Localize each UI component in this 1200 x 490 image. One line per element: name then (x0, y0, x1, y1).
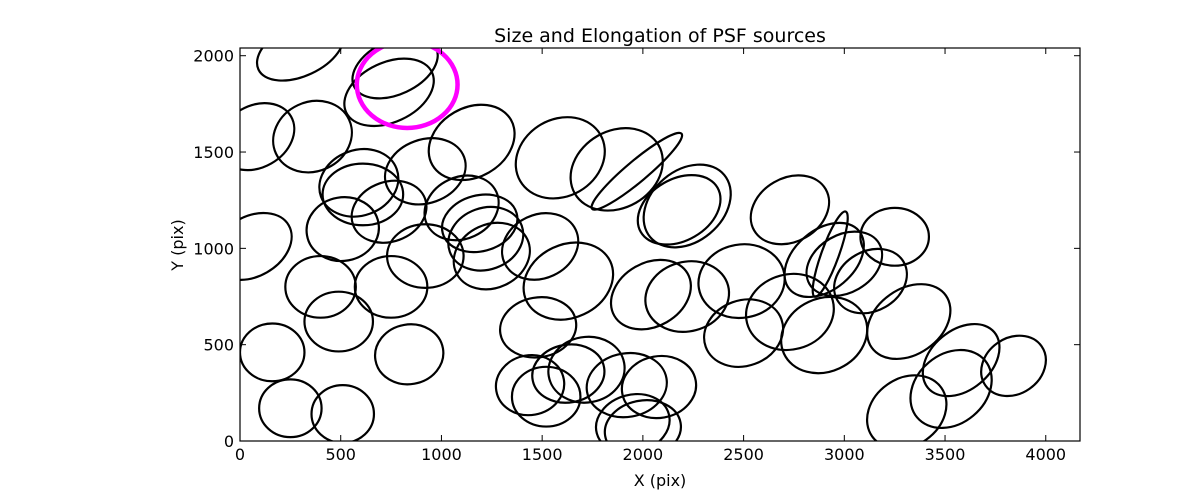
psf-source-ellipse (500, 212, 580, 281)
psf-source-ellipse (866, 283, 952, 361)
psf-source-ellipse (833, 247, 908, 315)
x-tick-label: 1500 (522, 445, 563, 464)
psf-source-ellipse (805, 230, 884, 297)
psf-source-ellipse (811, 210, 849, 298)
psf-source-ellipse (590, 131, 684, 211)
x-tick-label: 3000 (824, 445, 865, 464)
psf-source-ellipse (594, 393, 671, 441)
x-tick-label: 0 (235, 445, 245, 464)
psf-source-ellipse (780, 295, 869, 375)
psf-source-ellipse (510, 365, 582, 428)
x-tick-label: 500 (325, 445, 356, 464)
x-tick-label: 3500 (925, 445, 966, 464)
y-tick-label: 0 (224, 432, 234, 451)
psf-source-ellipse (980, 334, 1047, 398)
psf-source-ellipse (514, 116, 606, 200)
psf-source-ellipse (383, 137, 467, 206)
psf-source-ellipse (494, 354, 566, 417)
psf-source-ellipse (859, 206, 931, 267)
psf-source-ellipse (440, 193, 519, 254)
psf-source-ellipse (310, 384, 376, 441)
psf-source-ellipse (697, 243, 786, 320)
psf-source-ellipse (284, 254, 357, 319)
x-tick-label: 2500 (723, 445, 764, 464)
psf-source-ellipse (447, 205, 525, 272)
psf-source-ellipse (865, 374, 948, 441)
psf-source-ellipse (744, 272, 835, 352)
psf-source-ellipse (240, 211, 293, 281)
psf-source-ellipse (343, 57, 435, 128)
psf-source-ellipse (636, 174, 722, 246)
psf-source-ellipse (240, 102, 296, 172)
psf-source-ellipse (452, 221, 531, 291)
psf-source-ellipse (609, 258, 692, 331)
plot-frame (239, 47, 1081, 442)
psf-source-ellipse (642, 163, 732, 249)
psf-source-ellipse (272, 99, 353, 174)
psf-source-ellipse (373, 323, 445, 386)
psf-source-ellipse (255, 48, 345, 82)
psf-source-ellipse (585, 351, 668, 419)
psf-source-ellipse (522, 241, 615, 321)
psf-source-ellipse (303, 290, 375, 353)
source-ellipses (240, 48, 1047, 441)
psf-source-ellipse (703, 298, 785, 368)
chart-title: Size and Elongation of PSF sources (494, 25, 826, 47)
y-axis-label: Y (pix) (168, 219, 187, 271)
psf-source-ellipse (305, 196, 380, 263)
psf-source-ellipse (353, 254, 429, 319)
highlight-layer (354, 48, 460, 131)
psf-source-ellipse (321, 162, 405, 227)
psf-source-ellipse (644, 260, 731, 333)
highlighted-source-circle (354, 48, 460, 131)
psf-source-ellipse (427, 103, 516, 182)
y-tick-label: 2000 (193, 47, 234, 66)
x-tick-label: 2000 (623, 445, 664, 464)
x-axis-label: X (pix) (634, 471, 687, 490)
psf-source-ellipse (258, 378, 323, 439)
psf-source-ellipse (318, 148, 400, 218)
y-tick-label: 1000 (193, 239, 234, 258)
psf-source-ellipse (921, 322, 1001, 398)
y-axis: 0 500 1000 1500 2000 (193, 47, 1080, 451)
y-tick-label: 1500 (193, 143, 234, 162)
psf-source-ellipse (498, 296, 578, 359)
psf-source-ellipse (569, 127, 664, 212)
x-tick-label: 4000 (1025, 445, 1066, 464)
psf-source-ellipse (603, 399, 683, 441)
x-axis: 0 500 1000 1500 2000 2500 3000 3500 4000 (235, 48, 1066, 464)
psf-source-ellipse (350, 179, 428, 244)
x-tick-label: 1000 (421, 445, 462, 464)
y-tick-label: 500 (203, 336, 234, 355)
psf-source-ellipse (909, 348, 993, 430)
psf-source-ellipse (620, 354, 698, 420)
psf-source-ellipse (240, 322, 306, 383)
